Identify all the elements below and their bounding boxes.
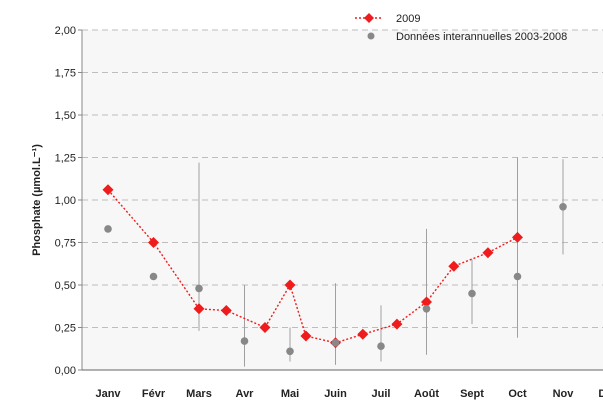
legend-2009-marker bbox=[364, 13, 374, 23]
point-interannual bbox=[559, 203, 567, 211]
x-tick-label: Déc bbox=[598, 388, 603, 400]
point-2009 bbox=[284, 279, 296, 291]
y-tick-label: 0,00 bbox=[55, 365, 76, 377]
point-2009 bbox=[512, 231, 523, 243]
point-2009 bbox=[220, 305, 232, 316]
point-interannual bbox=[377, 342, 385, 351]
point-interannual bbox=[195, 284, 203, 293]
point-interannual bbox=[104, 225, 112, 233]
point-2009 bbox=[448, 260, 460, 272]
series-lines bbox=[107, 189, 518, 344]
x-tick-label: Mai bbox=[281, 388, 299, 400]
x-tick-label: Août bbox=[414, 388, 439, 400]
y-axis-label: Phosphate (µmol.L⁻¹) bbox=[31, 144, 43, 256]
x-tick-label: Oct bbox=[508, 388, 527, 400]
x-tick-label: Mars bbox=[186, 388, 212, 400]
point-interannual bbox=[513, 272, 522, 281]
legend-interannual-label: Données interannuelles 2003-2008 bbox=[396, 31, 567, 43]
point-2009 bbox=[148, 237, 159, 248]
legend-interannual-marker bbox=[367, 32, 375, 40]
point-interannual bbox=[468, 289, 476, 298]
point-2009 bbox=[357, 328, 369, 340]
x-tick-label: Févr bbox=[142, 388, 166, 400]
x-tick-label: Juil bbox=[372, 388, 391, 400]
series-2009-line bbox=[107, 189, 518, 344]
y-tick-label: 0,75 bbox=[55, 238, 76, 250]
point-interannual bbox=[422, 305, 431, 313]
point-interannual bbox=[331, 339, 340, 347]
legend: 2009 Données interannuelles 2003-2008 bbox=[355, 13, 567, 43]
point-interannual bbox=[286, 347, 294, 356]
point-2009 bbox=[102, 184, 114, 196]
point-2009 bbox=[193, 303, 205, 315]
y-tick-label: 2,00 bbox=[55, 25, 76, 37]
y-tick-label: 0,50 bbox=[55, 280, 76, 292]
y-tick-label: 1,75 bbox=[55, 68, 76, 80]
series-markers bbox=[102, 184, 567, 356]
y-tick-label: 1,25 bbox=[55, 153, 76, 165]
point-interannual bbox=[240, 337, 249, 345]
y-tick-label: 1,50 bbox=[55, 110, 76, 122]
y-tick-label: 1,00 bbox=[55, 195, 76, 207]
legend-2009-label: 2009 bbox=[396, 13, 420, 25]
point-2009 bbox=[482, 247, 494, 259]
x-tick-label: Nov bbox=[553, 388, 575, 400]
gridlines bbox=[78, 29, 603, 371]
point-2009 bbox=[391, 318, 403, 330]
point-2009 bbox=[259, 322, 271, 333]
x-tick-labels: Janv Févr Mars Avr Mai Juin Juil Août Sept Oct Nov… bbox=[95, 388, 603, 400]
x-tick-label: Juin bbox=[324, 388, 347, 400]
x-tick-label: Sept bbox=[460, 388, 484, 400]
point-interannual bbox=[149, 272, 158, 281]
point-2009 bbox=[300, 330, 312, 342]
x-tick-label: Janv bbox=[95, 388, 121, 400]
x-tick-label: Avr bbox=[236, 388, 255, 400]
y-tick-label: 0,25 bbox=[55, 323, 76, 335]
y-tick-labels: 0,00 0,25 0,50 0,75 1,00 1,25 1,50 1,75 2,00 bbox=[55, 25, 76, 377]
point-2009 bbox=[421, 296, 432, 308]
